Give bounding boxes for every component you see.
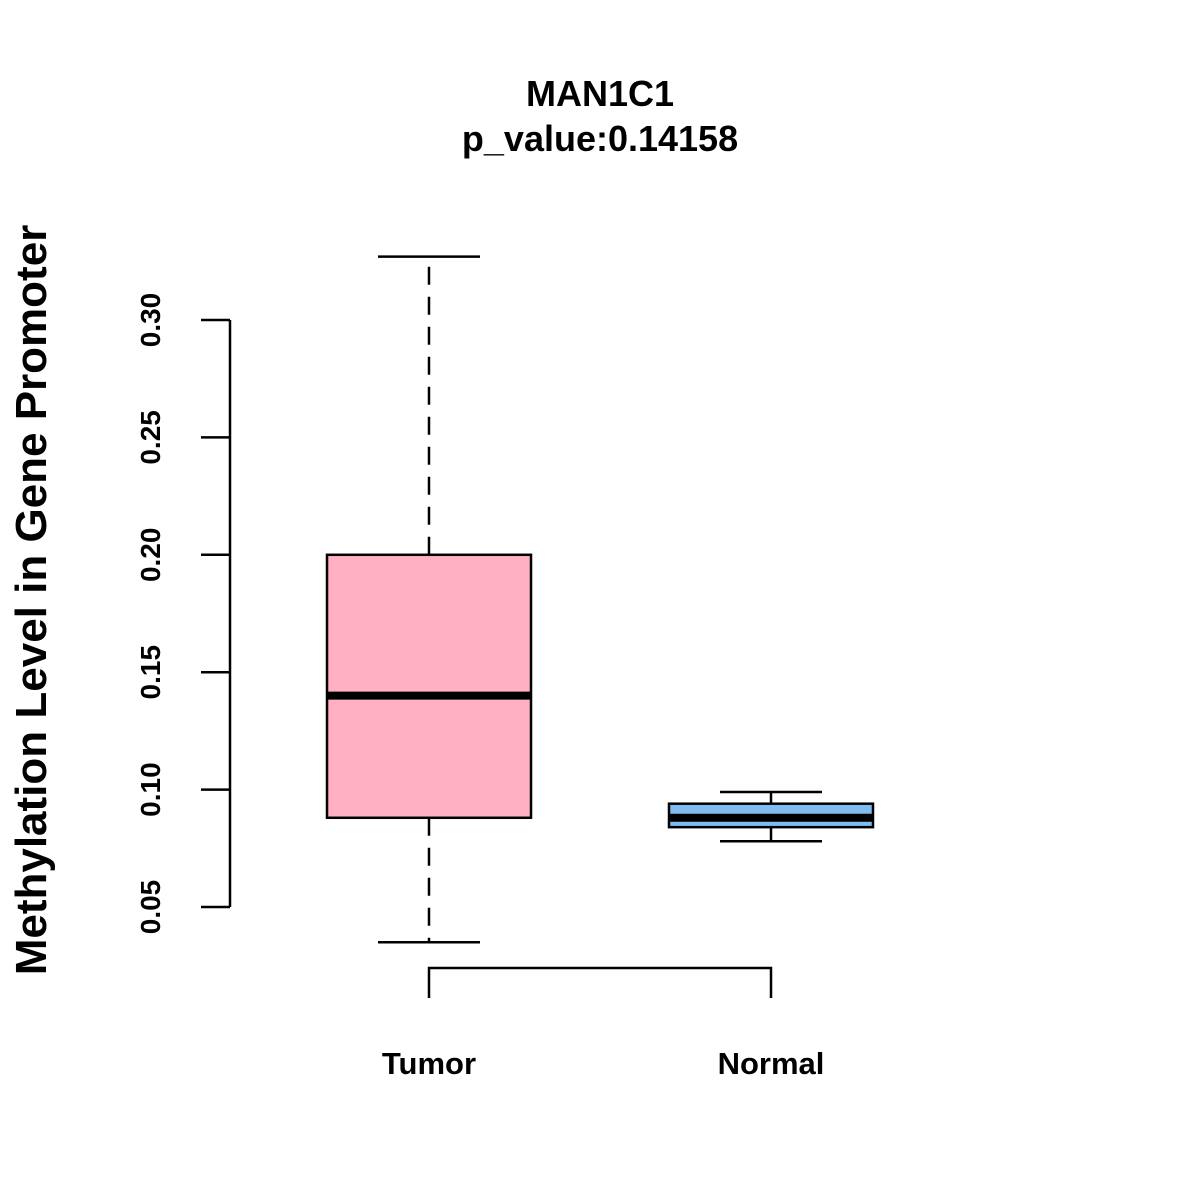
- box-normal: [667, 790, 875, 843]
- y-tick-label: 0.30: [135, 293, 166, 348]
- y-tick-label: 0.15: [135, 645, 166, 700]
- boxes-layer: [325, 255, 875, 944]
- y-tick-label: 0.25: [135, 410, 166, 465]
- box-tumor: [325, 255, 533, 944]
- chart-title: MAN1C1: [526, 73, 674, 114]
- y-tick-label: 0.20: [135, 528, 166, 583]
- iqr-box: [325, 553, 533, 820]
- bracket-line: [427, 966, 773, 998]
- x-category-label: Tumor: [382, 1046, 476, 1081]
- x-category-label: Normal: [718, 1046, 825, 1081]
- comparison-bracket: [427, 966, 773, 998]
- y-axis: 0.05 0.10 0.15 0.20 0.25 0.30: [135, 293, 232, 935]
- y-axis-label: Methylation Level in Gene Promoter: [7, 225, 56, 976]
- x-category-labels: Tumor Normal: [382, 1046, 824, 1081]
- y-tick-label: 0.10: [135, 762, 166, 817]
- y-tick-label: 0.05: [135, 880, 166, 935]
- chart-subtitle: p_value:0.14158: [462, 118, 738, 159]
